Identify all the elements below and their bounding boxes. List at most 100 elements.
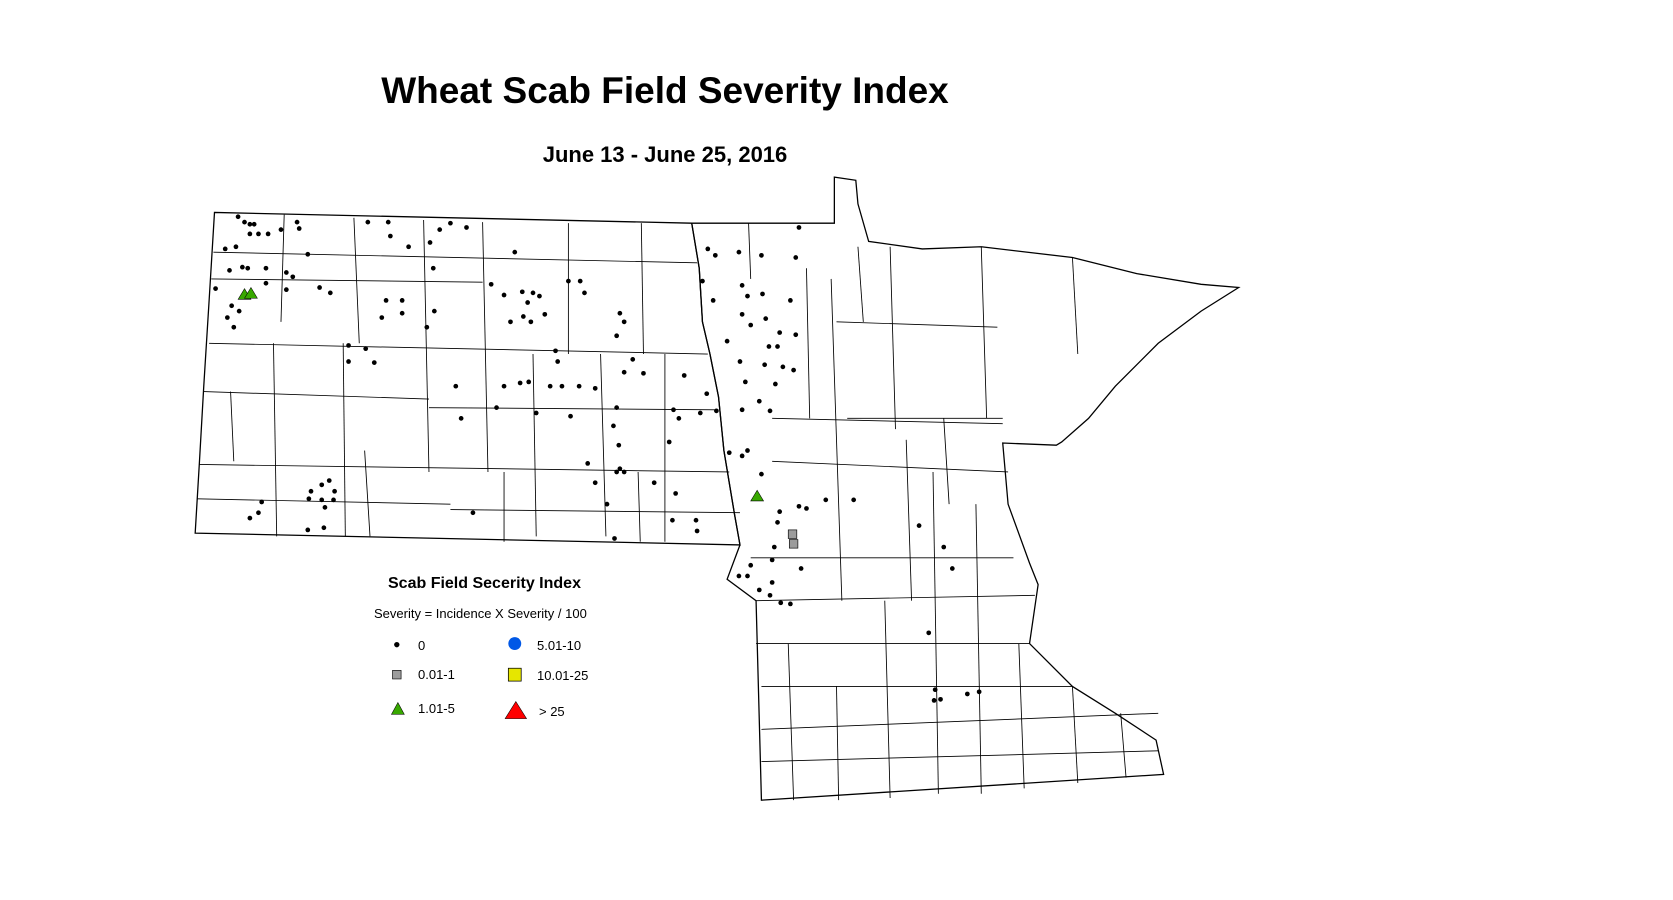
observation-point-0	[233, 244, 239, 250]
observation-point-0	[317, 285, 322, 290]
observation-point-0	[559, 383, 565, 389]
observation-point-0	[245, 265, 251, 271]
observation-point-0	[437, 227, 443, 232]
observation-point-0	[673, 491, 678, 496]
observation-point-0	[759, 252, 764, 258]
observation-point-0	[290, 274, 296, 280]
observation-point-0	[259, 499, 265, 505]
observation-point-0	[700, 278, 705, 284]
observation-point-0	[778, 600, 784, 606]
observation-point-0	[363, 346, 369, 352]
observation-point-0	[710, 298, 716, 303]
observation-point-0	[332, 488, 337, 494]
county-boundary	[889, 246, 896, 430]
observation-point-0	[592, 480, 598, 486]
legend-label: 0.01-1	[418, 667, 455, 682]
observation-point-0	[617, 466, 623, 472]
legend-symbol-1.01-5	[390, 701, 405, 715]
observation-point-0	[767, 408, 773, 414]
county-boundary	[640, 223, 644, 355]
county-boundary	[980, 246, 988, 419]
observation-point-0	[780, 364, 786, 370]
county-boundary	[761, 750, 1159, 762]
observation-point-0	[240, 264, 245, 270]
county-boundary	[756, 594, 1035, 602]
observation-point-0	[739, 453, 745, 459]
observation-point-0	[547, 383, 553, 389]
observation-point-0	[388, 233, 393, 239]
observation-point-0	[976, 689, 982, 695]
county-boundary	[787, 643, 795, 801]
observation-point-0	[931, 698, 937, 703]
observation-point-0	[666, 439, 672, 445]
county-boundary	[830, 278, 843, 601]
observation-point-0	[670, 517, 675, 523]
observation-point-0	[773, 381, 778, 387]
observation-point-0	[616, 442, 622, 448]
observation-point-0	[371, 360, 377, 365]
observation-point-0	[748, 562, 754, 568]
observation-point-0	[592, 385, 598, 391]
county-boundary	[213, 251, 698, 264]
observation-point-0	[712, 252, 718, 258]
observation-point-0	[964, 691, 970, 697]
observation-point-0	[621, 369, 627, 375]
observation-point-0	[296, 226, 302, 231]
observation-point-0	[739, 311, 745, 317]
observation-point-0	[213, 286, 218, 291]
observation-point-0	[453, 383, 459, 389]
county-boundary	[280, 214, 285, 322]
county-boundary	[884, 600, 891, 799]
observation-point-0	[851, 497, 857, 503]
observation-point-0	[229, 303, 235, 309]
observation-point-0	[788, 298, 793, 303]
observation-point-0	[305, 527, 311, 533]
observation-point-0	[458, 416, 464, 421]
observation-point-0	[242, 219, 247, 225]
observation-point-0	[630, 357, 636, 362]
observation-point-0	[796, 225, 802, 230]
observation-point-0	[427, 240, 433, 245]
observation-point-0	[537, 293, 542, 299]
observation-point-0	[777, 509, 783, 515]
county-boundary	[1120, 713, 1127, 778]
observation-point-0	[346, 359, 351, 364]
county-boundary	[761, 712, 1159, 730]
county-boundary	[1072, 257, 1079, 355]
observation-point-0	[448, 220, 453, 226]
observation-point-0	[697, 410, 703, 416]
legend-symbols	[390, 637, 528, 719]
observation-point-0	[737, 359, 743, 364]
county-boundary	[428, 407, 719, 411]
observation-point-0	[705, 246, 711, 252]
observation-point-0	[641, 370, 646, 376]
county-boundary	[932, 471, 939, 794]
legend-label: 0	[418, 638, 426, 653]
observation-point-0	[327, 290, 333, 296]
legend-label: 5.01-10	[537, 638, 582, 653]
observation-point-0	[676, 416, 682, 421]
observation-point-0	[769, 580, 775, 585]
observation-point-0	[788, 601, 793, 607]
observation-point-0	[739, 283, 745, 288]
county-boundary	[197, 498, 451, 505]
observation-point-0	[528, 319, 534, 325]
county-boundary	[975, 504, 982, 794]
observation-point-0	[385, 219, 391, 225]
observation-point-0	[769, 557, 775, 563]
observation-point-0	[222, 246, 228, 252]
observation-point-0	[949, 566, 955, 571]
observation-point-0	[763, 316, 769, 321]
observation-point-0	[517, 380, 523, 386]
county-boundary	[905, 439, 912, 601]
observation-point-0	[756, 398, 762, 404]
county-boundary	[230, 391, 235, 462]
observation-point-0	[525, 300, 530, 305]
observation-point-0	[331, 497, 336, 503]
observation-point-0	[576, 383, 582, 389]
observation-point-0	[714, 408, 719, 414]
observation-point-0	[793, 255, 799, 260]
observation-point-0	[263, 265, 269, 271]
county-boundary	[637, 471, 641, 542]
observation-point-0	[512, 249, 518, 255]
